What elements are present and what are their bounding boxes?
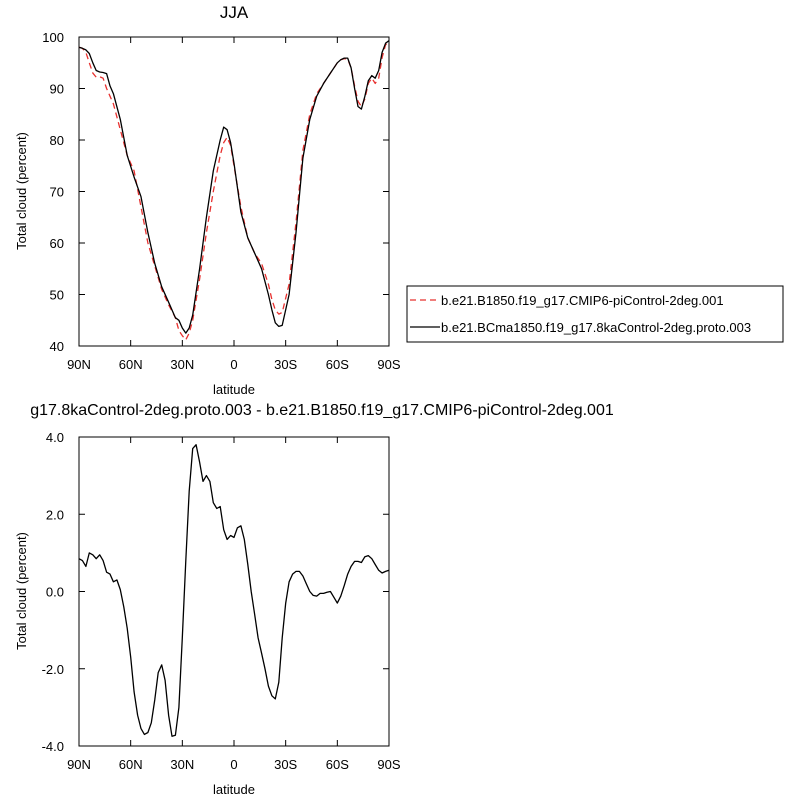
series-line-2 bbox=[78, 40, 390, 334]
y-tick-label: 50 bbox=[50, 288, 64, 303]
x-tick-label: 30N bbox=[170, 357, 194, 372]
x-tick-label: 60S bbox=[326, 757, 349, 772]
top-chart-series-group bbox=[78, 40, 390, 341]
y-tick-label: 4.0 bbox=[46, 430, 64, 445]
legend-box bbox=[406, 285, 784, 343]
y-tick-label: -2.0 bbox=[42, 662, 64, 677]
bottom-chart-y-axis-label: Total cloud (percent) bbox=[14, 532, 29, 650]
top-chart-x-axis-label: latitude bbox=[213, 382, 255, 397]
x-tick-label: 60N bbox=[119, 357, 143, 372]
top-chart-y-axis-label: Total cloud (percent) bbox=[14, 132, 29, 250]
y-tick-label: 100 bbox=[42, 30, 64, 45]
x-tick-label: 30N bbox=[170, 757, 194, 772]
y-tick-label: 40 bbox=[50, 339, 64, 354]
bottom-chart-series-group bbox=[78, 444, 390, 737]
y-tick-label: -4.0 bbox=[42, 739, 64, 754]
x-tick-label: 30S bbox=[274, 357, 297, 372]
x-tick-label: 60S bbox=[326, 357, 349, 372]
x-tick-label: 0 bbox=[230, 357, 237, 372]
x-tick-label: 30S bbox=[274, 757, 297, 772]
legend-label-series-1: b.e21.B1850.f19_g17.CMIP6-piControl-2deg… bbox=[441, 293, 724, 308]
x-tick-label: 60N bbox=[119, 757, 143, 772]
legend-label-series-2: b.e21.BCma1850.f19_g17.8kaControl-2deg.p… bbox=[441, 320, 751, 335]
series-line-1 bbox=[78, 444, 390, 737]
x-tick-label: 90N bbox=[67, 757, 91, 772]
bottom-chart-x-axis-label: latitude bbox=[213, 782, 255, 797]
y-tick-label: 90 bbox=[50, 82, 64, 97]
x-tick-label: 90N bbox=[67, 357, 91, 372]
x-tick-label: 90S bbox=[377, 757, 400, 772]
legend: b.e21.B1850.f19_g17.CMIP6-piControl-2deg… bbox=[406, 285, 784, 343]
x-tick-label: 90S bbox=[377, 357, 400, 372]
y-tick-label: 0.0 bbox=[46, 585, 64, 600]
y-tick-label: 60 bbox=[50, 236, 64, 251]
y-tick-label: 2.0 bbox=[46, 507, 64, 522]
bottom-chart: g17.8kaControl-2deg.proto.003 - b.e21.B1… bbox=[14, 402, 614, 797]
x-tick-label: 0 bbox=[230, 757, 237, 772]
bottom-chart-y-ticks: -4.0 -2.0 0.0 2.0 4.0 bbox=[42, 430, 389, 754]
series-line-1 bbox=[78, 41, 390, 341]
top-chart: JJA 90N 60N 30N 0 30S 60S 90S 405060708090100 … bbox=[14, 3, 401, 397]
bottom-chart-title: g17.8kaControl-2deg.proto.003 - b.e21.B1… bbox=[30, 402, 614, 419]
bottom-chart-x-ticks: 90N 60N 30N 0 30S 60S 90S bbox=[67, 437, 401, 772]
top-chart-y-ticks: 40 50 60 70 80 90 100 bbox=[42, 30, 389, 354]
y-tick-label: 80 bbox=[50, 133, 64, 148]
top-chart-x-ticks: 90N 60N 30N 0 30S 60S 90S bbox=[67, 37, 401, 372]
y-tick-label: 70 bbox=[50, 185, 64, 200]
top-chart-plot-frame bbox=[78, 36, 390, 347]
top-chart-title: JJA bbox=[220, 3, 249, 22]
